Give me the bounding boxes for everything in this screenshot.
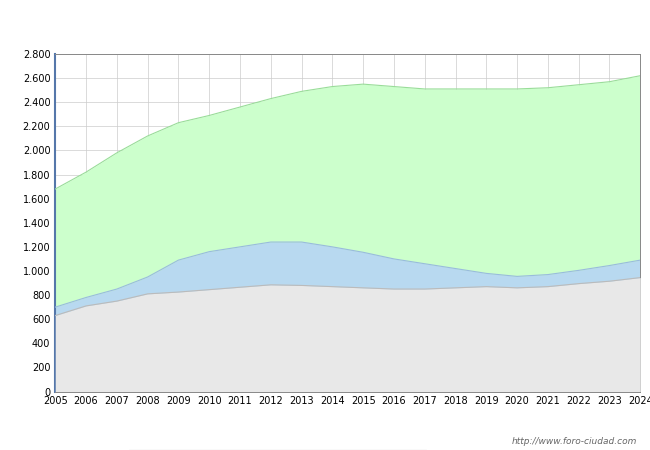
Text: http://www.foro-ciudad.com: http://www.foro-ciudad.com [512, 436, 637, 446]
Text: Cabezón de Pisuerga - Evolucion de la poblacion en edad de Trabajar Noviembre de: Cabezón de Pisuerga - Evolucion de la po… [44, 29, 606, 42]
